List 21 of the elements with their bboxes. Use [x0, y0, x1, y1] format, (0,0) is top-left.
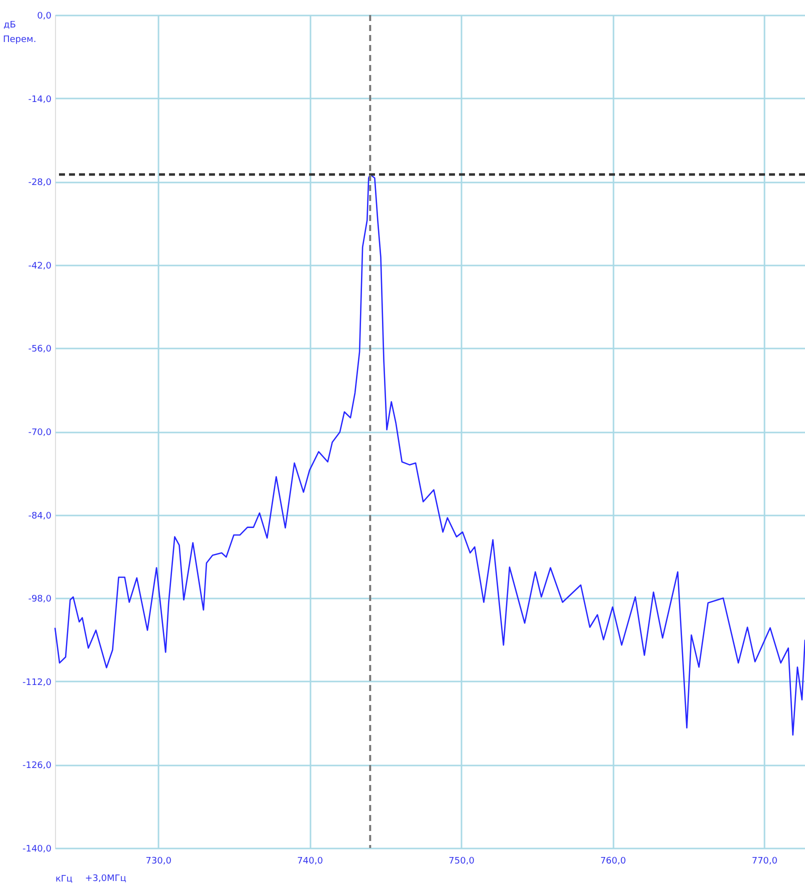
- y-tick-label: 0,0: [37, 12, 52, 22]
- y-tick-label: -70,0: [28, 428, 52, 438]
- x-axis-title: кГц: [56, 874, 73, 884]
- y-tick-label: -84,0: [28, 511, 52, 522]
- x-tick-label: 760,0: [600, 856, 626, 866]
- y-tick-label: -98,0: [28, 594, 52, 605]
- y-tick-label: -14,0: [28, 94, 52, 105]
- y-tick-label: -42,0: [28, 261, 52, 272]
- x-tick-label: 750,0: [448, 856, 475, 866]
- text: +3,0МГц: [85, 874, 126, 884]
- x-tick-label: 740,0: [297, 856, 324, 866]
- y-tick-label: -140,0: [22, 844, 52, 854]
- y-tick-label: -112,0: [22, 678, 52, 688]
- x-tick-label: 730,0: [146, 856, 172, 866]
- y-tick-label: -126,0: [22, 761, 52, 772]
- x-tick-label: 770,0: [752, 856, 778, 866]
- y-tick-label: -28,0: [28, 178, 52, 188]
- line-series: [54, 174, 805, 736]
- y-axis-title: дБ: [4, 20, 16, 30]
- y-tick-label: -56,0: [28, 344, 52, 355]
- text: Перем.: [3, 35, 36, 45]
